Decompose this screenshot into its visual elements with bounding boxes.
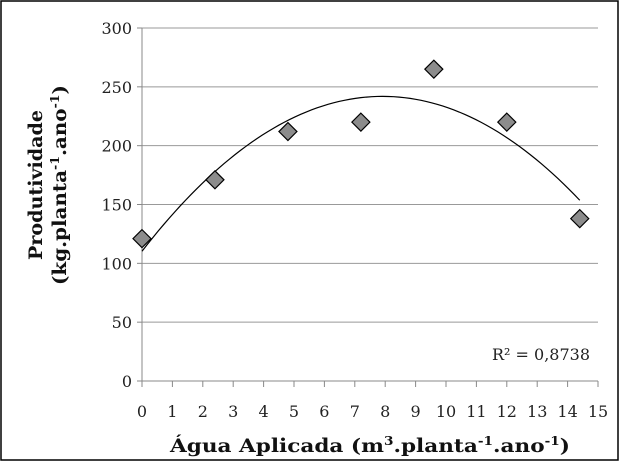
y-axis-title-line1: Produtividade [25,110,47,260]
data-point-4 [423,59,444,80]
x-tick-label: 11 [466,402,486,421]
x-tick-label: 10 [436,402,456,421]
x-tick-label: 14 [557,402,577,421]
data-point-3 [351,112,371,132]
x-tick-label: 0 [137,402,147,421]
r-squared-label: R² = 0,8738 [492,345,590,364]
data-point-2 [278,121,298,142]
data-point-1 [205,169,225,190]
gridlines [142,27,598,323]
x-tick-label: 13 [527,402,547,421]
x-tick-label: 6 [319,402,329,421]
y-axis-title-line2: (kg.planta-1.ano-1) [48,85,71,285]
data-point-6 [569,208,590,229]
label-segment: .ano [49,108,71,156]
x-axis-title: Água Aplicada (m 3.planta -1.ano -1) [169,434,570,457]
x-tick-label: 4 [259,402,269,421]
x-tick-label: 2 [198,402,208,421]
x-tick-label: 3 [228,402,238,421]
y-tick-label: 250 [101,78,132,97]
superscript: -1 [48,94,62,108]
x-tick-label: 8 [380,402,390,421]
label-segment: (kg.planta [49,170,71,285]
x-tick-label: 5 [289,402,299,421]
y-tick-label: 100 [101,254,132,273]
data-point-0 [132,228,152,249]
y-tick-label: 300 [101,19,132,38]
y-tick-label: 200 [101,137,132,156]
x-tick-label: 1 [167,402,177,421]
superscript: -1 [48,156,62,170]
data-point-5 [496,112,517,132]
label-segment: .ano [493,435,545,457]
x-tick-label: 12 [497,402,517,421]
y-tick-label: 0 [122,372,132,391]
label-segment: ) [49,85,71,94]
label-segment: .planta [393,435,477,457]
label-segment: ) [560,435,570,457]
label-segment: Água Aplicada (m [169,434,384,457]
x-tick-label: 7 [350,402,360,421]
superscript: -1 [478,434,493,448]
y-tick-label: 150 [101,196,132,215]
y-tick-label: 50 [112,313,132,332]
superscript: 3 [384,434,393,448]
axes [137,27,599,387]
superscript: -1 [545,434,560,448]
x-tick-label: 15 [588,402,608,421]
x-tick-label: 9 [411,402,421,421]
data-points [132,59,590,249]
